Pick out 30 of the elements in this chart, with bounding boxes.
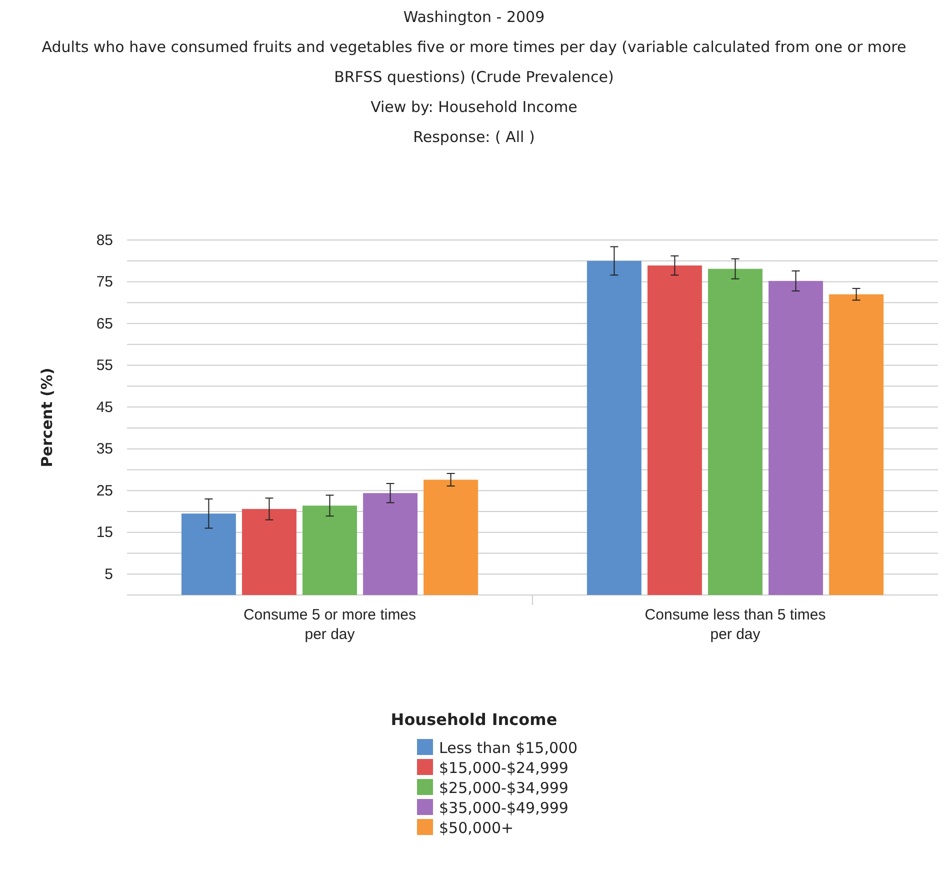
bar bbox=[768, 280, 824, 595]
y-tick-label: 65 bbox=[96, 315, 113, 332]
bar bbox=[242, 508, 296, 595]
y-tick-label: 55 bbox=[96, 357, 113, 374]
y-axis-title: Percent (%) bbox=[38, 368, 56, 468]
y-tick-label: 15 bbox=[96, 524, 113, 542]
y-tick-label: 35 bbox=[96, 440, 113, 458]
bar bbox=[829, 294, 884, 595]
y-tick-label: 5 bbox=[104, 566, 113, 583]
legend-label: $50,000+ bbox=[439, 819, 514, 837]
bar bbox=[302, 506, 357, 595]
y-tick-label: 25 bbox=[96, 482, 113, 500]
bar bbox=[363, 493, 418, 595]
legend-label: $35,000-$49,999 bbox=[439, 799, 568, 817]
y-tick-label: 75 bbox=[96, 274, 113, 291]
legend-label: $25,000-$34,999 bbox=[439, 779, 568, 797]
bar bbox=[708, 268, 762, 595]
bar bbox=[424, 480, 478, 595]
y-tick-label: 85 bbox=[96, 232, 113, 249]
legend-label: $15,000-$24,999 bbox=[439, 759, 568, 777]
y-tick-label: 45 bbox=[96, 398, 113, 416]
x-tick-label: Consume 5 or more times per day bbox=[243, 606, 416, 644]
legend-title: Household Income bbox=[390, 710, 558, 729]
x-tick-label: Consume less than 5 times per day bbox=[644, 606, 826, 644]
bar bbox=[647, 265, 702, 595]
bar bbox=[586, 260, 642, 595]
chart-title: Washington - 2009 bbox=[403, 8, 545, 26]
chart-subtitle: Adults who have consumed fruits and vegetables five or more times per day (variable calculated from one or more BRFSS questions) (Crude Prevalence) View by: Household Income Response: ( All ) bbox=[42, 38, 906, 146]
bar bbox=[181, 514, 236, 595]
legend-label: Less than $15,000 bbox=[439, 739, 578, 757]
